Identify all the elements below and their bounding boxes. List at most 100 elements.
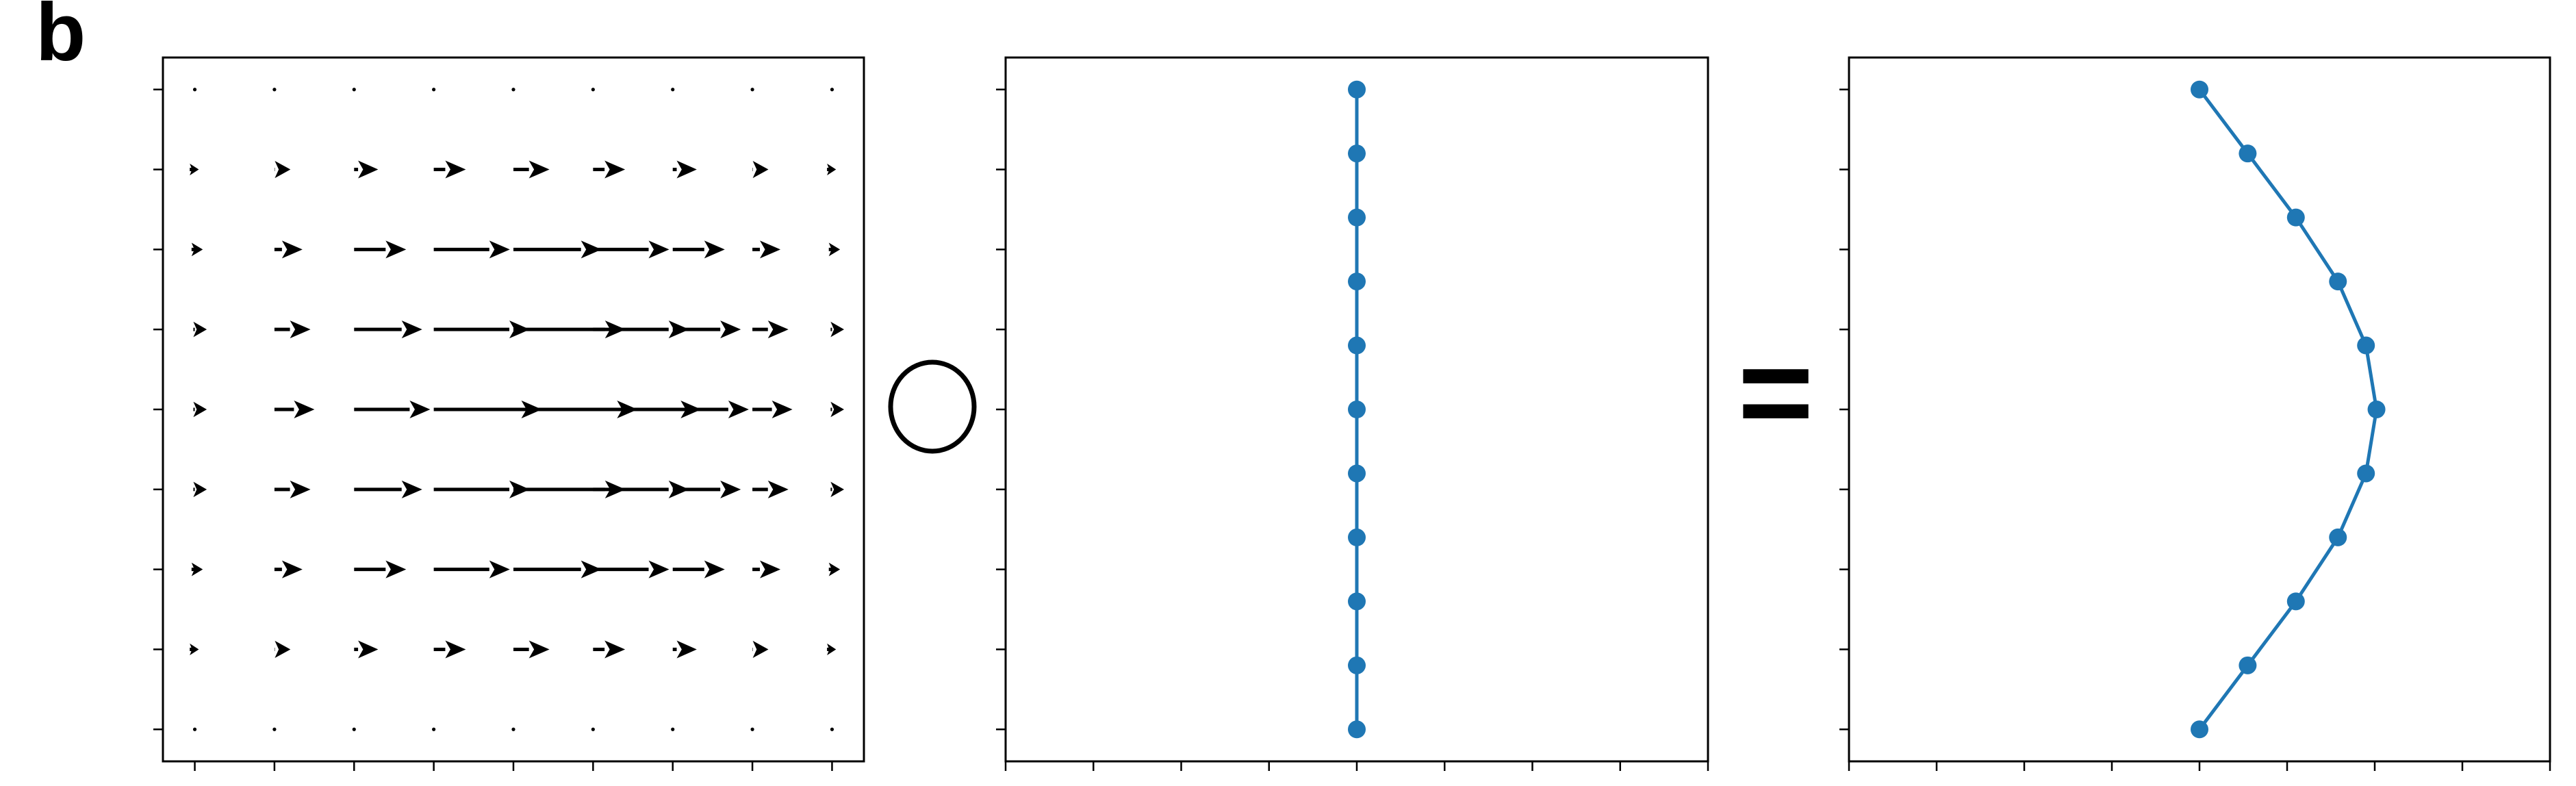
- quiver-arrow: [830, 727, 834, 731]
- series-point: [1348, 592, 1366, 611]
- quiver-head: [528, 160, 550, 179]
- axes-frame: [1848, 56, 2551, 763]
- series-point: [2239, 144, 2257, 163]
- quiver-head: [767, 480, 789, 498]
- quiver-arrow: [593, 560, 669, 579]
- quiver-arrow: [752, 160, 769, 179]
- quiver-arrow: [828, 242, 841, 257]
- series-point: [1348, 80, 1366, 99]
- series-point: [1348, 401, 1366, 418]
- quiver-head: [401, 320, 422, 339]
- series-point: [1348, 144, 1366, 163]
- quiver-head: [648, 560, 669, 579]
- quiver-head: [581, 560, 602, 579]
- quiver-head: [489, 240, 510, 259]
- series-point: [2357, 336, 2375, 355]
- quiver-arrow: [190, 643, 199, 656]
- quiver-arrow: [830, 321, 845, 338]
- quiver-arrow: [752, 560, 781, 579]
- series-point: [1348, 336, 1366, 355]
- series-point: [2329, 528, 2347, 546]
- series-point: [2191, 80, 2208, 99]
- quiver-arrow: [193, 481, 207, 498]
- quiver-arrow: [671, 88, 675, 92]
- quiver-head: [676, 640, 697, 659]
- quiver-head: [604, 160, 626, 179]
- quiver-head: [604, 640, 626, 659]
- quiver-arrow: [671, 727, 675, 731]
- quiver-head: [445, 640, 466, 659]
- quiver-head: [358, 640, 379, 659]
- series-point: [2357, 464, 2375, 483]
- quiver-arrow: [752, 401, 793, 418]
- quiver-head: [281, 240, 303, 259]
- quiver-arrow: [591, 88, 595, 92]
- series-point: [2286, 208, 2305, 227]
- quiver-head: [760, 560, 781, 579]
- quiver-arrow: [272, 727, 277, 731]
- quiver-arrow: [672, 240, 725, 259]
- quiver-head: [193, 401, 207, 418]
- quiver-head: [728, 401, 749, 418]
- quiver-arrow: [354, 320, 422, 339]
- quiver-arrow: [591, 727, 595, 731]
- quiver-head: [830, 481, 845, 498]
- quiver-head: [401, 480, 422, 498]
- quiver-arrow: [513, 560, 602, 579]
- quiver-arrow: [593, 240, 669, 259]
- quiver-arrow: [432, 727, 436, 731]
- series-point: [1348, 272, 1366, 291]
- quiver-head: [489, 560, 510, 579]
- series-point: [2286, 592, 2305, 611]
- quiver-head: [445, 160, 466, 179]
- series-point: [1348, 528, 1366, 546]
- quiver-arrow: [827, 643, 837, 656]
- quiver-arrow: [272, 88, 277, 92]
- quiver-arrow: [354, 640, 379, 659]
- quiver-head: [828, 242, 841, 257]
- quiver-arrow: [274, 160, 291, 179]
- quiver-arrow: [593, 640, 626, 659]
- series-point: [1348, 208, 1366, 227]
- series-point: [2367, 401, 2386, 418]
- quiver-arrow: [750, 727, 754, 731]
- quiver-arrow: [354, 401, 431, 418]
- quiver-arrow: [432, 88, 436, 92]
- quiver-head: [294, 401, 315, 418]
- quiver-arrow: [354, 560, 407, 579]
- series-line: [2198, 88, 2379, 731]
- quiver-arrow: [274, 240, 303, 259]
- quiver-head: [676, 160, 697, 179]
- quiver-arrow: [511, 88, 515, 92]
- quiver-arrow: [352, 727, 356, 731]
- quiver-arrow: [274, 640, 291, 659]
- quiver-arrow: [593, 160, 626, 179]
- quiver-arrow: [672, 320, 741, 339]
- quiver-arrow: [274, 320, 311, 339]
- output-curve-panel: [1839, 56, 2551, 771]
- quiver-arrow: [192, 727, 197, 731]
- quiver-arrow: [752, 320, 789, 339]
- quiver-arrow: [192, 88, 197, 92]
- quiver-arrow: [513, 640, 550, 659]
- quiver-arrow: [828, 562, 841, 576]
- quiver-head: [704, 560, 725, 579]
- quiver-arrow: [672, 640, 697, 659]
- series-point: [1348, 464, 1366, 483]
- quiver-arrow: [513, 160, 550, 179]
- quiver-arrow: [827, 163, 837, 176]
- quiver-head: [771, 401, 793, 418]
- quiver-head: [193, 321, 207, 338]
- quiver-arrow: [274, 560, 303, 579]
- quiver-head: [193, 481, 207, 498]
- compose-operator: [888, 359, 977, 454]
- quiver-arrow: [274, 480, 311, 498]
- quiver-arrow: [672, 560, 725, 579]
- quiver-head: [704, 240, 725, 259]
- quiver-head: [827, 643, 837, 656]
- compose-circle-icon: [888, 359, 977, 454]
- quiver-arrow: [433, 640, 466, 659]
- quiver-arrow: [752, 640, 769, 659]
- quiver-arrow: [193, 321, 207, 338]
